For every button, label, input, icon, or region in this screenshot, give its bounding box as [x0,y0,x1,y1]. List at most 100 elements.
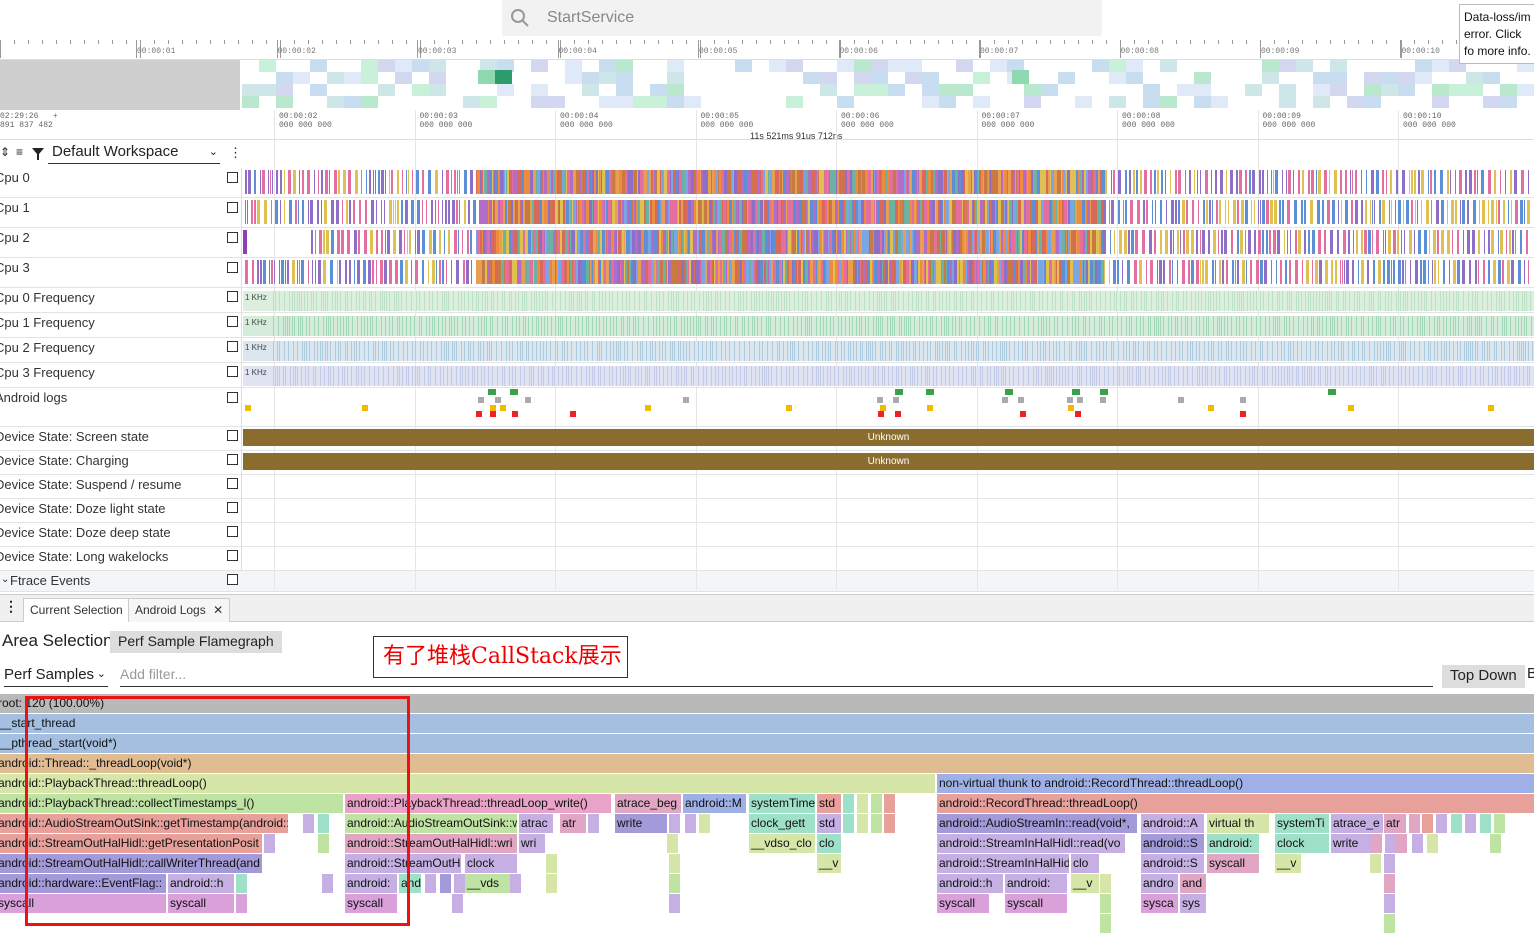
cpu-slice[interactable] [559,200,560,224]
cpu-slice[interactable] [542,200,544,224]
cpu-slice[interactable] [631,200,633,224]
cpu-slice[interactable] [792,170,795,194]
cpu-slice[interactable] [1110,230,1111,254]
cpu-slice[interactable] [1043,170,1046,194]
cpu-slice[interactable] [633,170,634,194]
cpu-slice[interactable] [1351,200,1353,224]
cpu-slice[interactable] [515,200,516,224]
cpu-slice[interactable] [1096,230,1099,254]
cpu-slice[interactable] [999,260,1001,284]
cpu-slice[interactable] [862,170,863,194]
cpu-slice[interactable] [1498,260,1501,284]
cpu-slice[interactable] [629,230,630,254]
cpu-slice[interactable] [974,170,975,194]
cpu-slice[interactable] [1205,260,1208,284]
cpu-slice[interactable] [934,260,936,284]
cpu-slice[interactable] [629,260,631,284]
flame-frame[interactable] [236,874,247,893]
cpu-slice[interactable] [783,260,785,284]
cpu-slice[interactable] [741,170,744,194]
cpu-slice[interactable] [536,200,539,224]
cpu-slice[interactable] [321,170,323,194]
cpu-slice[interactable] [389,260,392,284]
cpu-slice[interactable] [808,260,810,284]
cpu-slice[interactable] [837,170,838,194]
cpu-slice[interactable] [1015,260,1017,284]
cpu-slice[interactable] [713,230,716,254]
cpu-slice[interactable] [1289,260,1291,284]
cpu-slice[interactable] [626,230,629,254]
flame-frame[interactable] [546,854,557,873]
cpu-slice[interactable] [1111,200,1114,224]
cpu-slice[interactable] [1510,170,1512,194]
cpu-slice[interactable] [487,260,489,284]
cpu-slice[interactable] [1295,260,1298,284]
cpu-slice[interactable] [364,230,367,254]
cpu-slice[interactable] [1484,230,1485,254]
cpu-slice[interactable] [621,230,622,254]
cpu-slice[interactable] [861,200,864,224]
cpu-slice[interactable] [1191,230,1194,254]
cpu-slice[interactable] [917,170,918,194]
cpu-slice[interactable] [578,260,581,284]
cpu-slice[interactable] [1101,200,1103,224]
cpu-slice[interactable] [940,230,941,254]
cpu-slice[interactable] [1232,260,1234,284]
cpu-slice[interactable] [1018,170,1019,194]
cpu-slice[interactable] [858,170,861,194]
cpu-slice[interactable] [509,260,512,284]
cpu-slice[interactable] [718,230,719,254]
cpu-slice[interactable] [1488,230,1490,254]
cpu-slice[interactable] [1353,230,1354,254]
cpu-slice[interactable] [1023,230,1024,254]
track-device-state-suspend-resume[interactable]: Device State: Suspend / resume [0,475,1534,499]
cpu-slice[interactable] [990,170,991,194]
cpu-slice[interactable] [1051,230,1053,254]
cpu-slice[interactable] [612,200,615,224]
cpu-slice[interactable] [767,260,768,284]
cpu-slice[interactable] [1169,260,1171,284]
cpu-slice[interactable] [1131,230,1134,254]
cpu-slice[interactable] [627,170,628,194]
cpu-slice[interactable] [1237,230,1239,254]
cpu-slice[interactable] [376,230,378,254]
track-checkbox[interactable] [227,478,238,489]
cpu-slice[interactable] [592,200,593,224]
track-android-logs[interactable]: Android logs [0,388,1534,427]
cpu-slice[interactable] [1063,170,1065,194]
cpu-slice[interactable] [1016,200,1017,224]
cpu-slice[interactable] [384,260,387,284]
cpu-slice[interactable] [557,170,559,194]
cpu-slice[interactable] [416,170,419,194]
cpu-slice[interactable] [813,260,816,284]
cpu-slice[interactable] [368,260,371,284]
cpu-slice[interactable] [659,200,660,224]
cpu-slice[interactable] [760,200,763,224]
cpu-slice[interactable] [1488,260,1490,284]
cpu-slice[interactable] [345,260,347,284]
cpu-slice[interactable] [980,230,982,254]
cpu-slice[interactable] [1172,260,1173,284]
cpu-slice[interactable] [498,170,500,194]
cpu-slice[interactable] [1488,170,1491,194]
cpu-slice[interactable] [552,200,555,224]
cpu-slice[interactable] [822,200,825,224]
cpu-slice[interactable] [1012,200,1013,224]
log-marker[interactable] [786,405,792,411]
cpu-slice[interactable] [816,230,818,254]
cpu-slice[interactable] [1026,170,1027,194]
cpu-slice[interactable] [511,200,513,224]
cpu-slice[interactable] [1177,230,1179,254]
cpu-slice[interactable] [1262,200,1265,224]
cpu-slice[interactable] [876,170,877,194]
log-marker[interactable] [893,397,899,403]
cpu-slice[interactable] [965,200,966,224]
cpu-slice[interactable] [624,260,625,284]
cpu-slice[interactable] [1520,200,1523,224]
log-marker[interactable] [1208,405,1214,411]
flame-frame[interactable] [1396,834,1407,853]
cpu-slice[interactable] [1474,170,1476,194]
cpu-slice[interactable] [722,260,723,284]
cpu-slice[interactable] [920,260,922,284]
cpu-slice[interactable] [476,260,479,284]
